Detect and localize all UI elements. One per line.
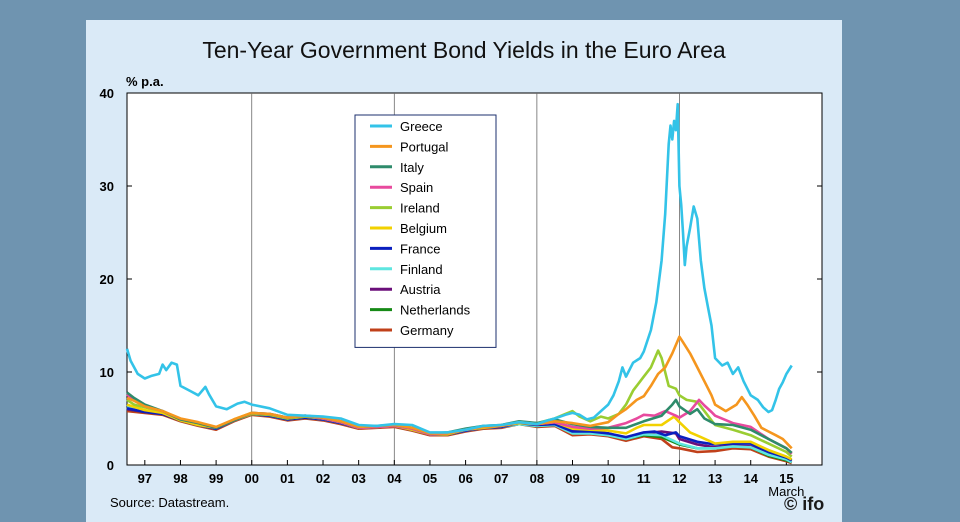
x-tick-label: 07	[494, 471, 508, 486]
legend-label: Austria	[400, 282, 441, 297]
x-last-sublabel: March	[768, 484, 804, 499]
x-tick-label: 99	[209, 471, 223, 486]
y-tick-label: 10	[100, 365, 114, 380]
series-line-portugal	[126, 335, 793, 450]
x-tick-label: 00	[245, 471, 259, 486]
x-tick-label: 98	[173, 471, 187, 486]
y-axis-label: % p.a.	[126, 74, 164, 89]
x-tick-label: 11	[637, 471, 651, 486]
legend-label: France	[400, 241, 440, 256]
x-tick-label: 04	[387, 471, 402, 486]
ifo-logo-text: © ifo	[784, 494, 824, 514]
chart-panel: Ten-Year Government Bond Yields in the E…	[86, 20, 842, 522]
y-tick-label: 20	[100, 272, 114, 287]
x-tick-label: 97	[138, 471, 152, 486]
source-note: Source: Datastream.	[110, 495, 229, 510]
x-tick-label: 09	[565, 471, 579, 486]
y-tick-label: 30	[100, 179, 114, 194]
legend-label: Greece	[400, 119, 443, 134]
x-axis: 97 98 99 00 01 02 03 04 05 06 07 08 09 10 11 12 13 14 15Ma…	[138, 460, 823, 499]
chart-svg: Ten-Year Government Bond Yields in the E…	[100, 37, 825, 514]
x-tick-label: 05	[423, 471, 437, 486]
x-tick-label: 12	[672, 471, 686, 486]
ifo-logo: © ifo	[784, 494, 824, 514]
legend: Greece Portugal Italy Spain Ireland Belgium Fr…	[354, 114, 497, 348]
legend-label: Portugal	[400, 139, 449, 154]
legend-label: Germany	[400, 323, 454, 338]
x-tick-label: 06	[458, 471, 472, 486]
legend-label: Ireland	[400, 201, 440, 216]
x-tick-label: 14	[743, 471, 758, 486]
x-tick-label: 13	[708, 471, 722, 486]
legend-label: Finland	[400, 262, 443, 277]
legend-label: Italy	[400, 160, 424, 175]
y-tick-label: 40	[100, 86, 114, 101]
chart-title: Ten-Year Government Bond Yields in the E…	[202, 37, 726, 63]
legend-label: Netherlands	[400, 303, 471, 318]
y-tick-label: 0	[107, 458, 114, 473]
x-tick-label: 03	[351, 471, 365, 486]
legend-label: Belgium	[400, 221, 447, 236]
series-lines	[125, 102, 793, 465]
x-tick-label: 10	[601, 471, 615, 486]
series-line-greece	[125, 102, 793, 434]
x-tick-label: 01	[280, 471, 294, 486]
x-tick-label: 15	[779, 471, 793, 486]
x-tick-label: 08	[530, 471, 544, 486]
legend-label: Spain	[400, 180, 433, 195]
y-axis: 0 10 20 30 40	[100, 86, 822, 473]
x-tick-label: 02	[316, 471, 330, 486]
